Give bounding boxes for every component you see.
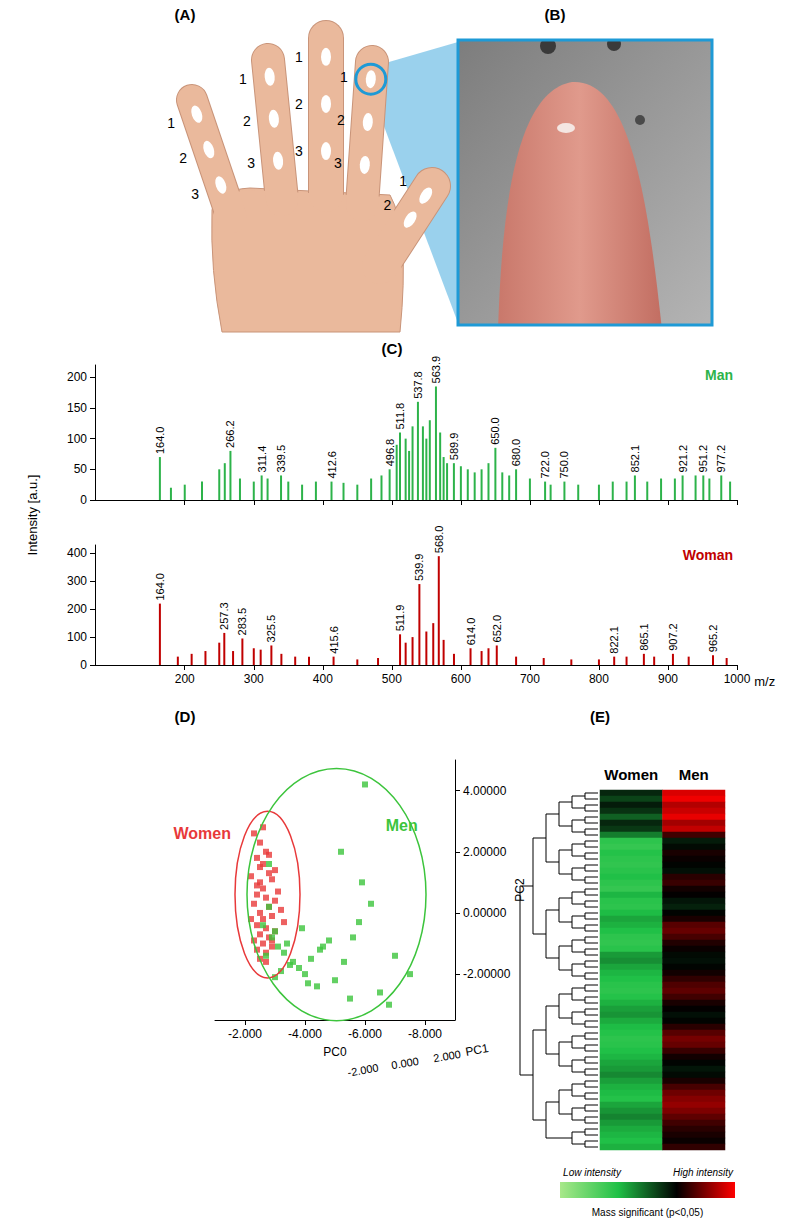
svg-text:977.2: 977.2 <box>715 445 727 473</box>
svg-text:High intensity: High intensity <box>673 1167 734 1178</box>
svg-text:100: 100 <box>67 432 87 446</box>
svg-text:266.2: 266.2 <box>224 420 236 448</box>
svg-text:3: 3 <box>191 186 199 202</box>
svg-text:2: 2 <box>243 113 251 129</box>
svg-text:2.000: 2.000 <box>432 1048 461 1064</box>
svg-text:(E): (E) <box>590 708 610 725</box>
svg-text:Low intensity: Low intensity <box>563 1167 622 1178</box>
svg-text:907.2: 907.2 <box>667 623 679 651</box>
svg-text:563.9: 563.9 <box>430 356 442 384</box>
svg-text:(B): (B) <box>545 6 566 23</box>
svg-text:650.0: 650.0 <box>489 417 501 445</box>
svg-text:200: 200 <box>67 602 87 616</box>
svg-text:-2.000: -2.000 <box>347 1061 380 1078</box>
svg-text:951.2: 951.2 <box>697 445 709 473</box>
svg-text:50: 50 <box>74 462 88 476</box>
svg-text:2.00000: 2.00000 <box>463 845 507 859</box>
svg-text:(A): (A) <box>175 6 196 23</box>
svg-text:PC1: PC1 <box>464 1041 490 1059</box>
svg-text:200: 200 <box>67 370 87 384</box>
svg-text:0: 0 <box>80 493 87 507</box>
svg-text:921.2: 921.2 <box>677 445 689 473</box>
svg-text:100: 100 <box>67 630 87 644</box>
svg-text:4.00000: 4.00000 <box>463 784 507 798</box>
svg-text:500: 500 <box>382 672 402 686</box>
svg-text:Man: Man <box>705 367 733 383</box>
svg-text:3: 3 <box>295 143 303 159</box>
svg-text:PC2: PC2 <box>513 878 527 902</box>
svg-text:800: 800 <box>589 672 609 686</box>
svg-text:852.1: 852.1 <box>629 445 641 473</box>
svg-text:412.6: 412.6 <box>326 451 338 479</box>
svg-text:339.5: 339.5 <box>275 445 287 473</box>
svg-text:537.8: 537.8 <box>412 371 424 399</box>
svg-text:325.5: 325.5 <box>265 615 277 643</box>
svg-text:700: 700 <box>520 672 540 686</box>
svg-text:-2.00000: -2.00000 <box>463 967 511 981</box>
svg-text:300: 300 <box>67 574 87 588</box>
svg-text:750.0: 750.0 <box>558 451 570 479</box>
svg-text:822.1: 822.1 <box>608 626 620 654</box>
svg-text:614.0: 614.0 <box>465 618 477 646</box>
svg-text:1: 1 <box>295 49 303 65</box>
svg-text:511.8: 511.8 <box>394 403 406 430</box>
svg-text:Intensity [a.u.]: Intensity [a.u.] <box>25 475 40 556</box>
svg-text:311.4: 311.4 <box>256 446 268 473</box>
svg-text:589.9: 589.9 <box>448 433 460 461</box>
svg-text:900: 900 <box>658 672 678 686</box>
svg-text:m/z: m/z <box>754 674 775 689</box>
svg-text:568.0: 568.0 <box>433 526 445 554</box>
svg-text:2: 2 <box>179 150 187 166</box>
svg-text:600: 600 <box>451 672 471 686</box>
svg-text:164.0: 164.0 <box>154 573 166 601</box>
svg-text:-6.000: -6.000 <box>348 1027 382 1041</box>
svg-text:Mass significant (p<0,05): Mass significant (p<0,05) <box>592 1207 703 1218</box>
svg-text:511.9: 511.9 <box>394 605 406 632</box>
svg-text:Men: Men <box>386 817 418 834</box>
svg-text:0.00000: 0.00000 <box>463 906 507 920</box>
svg-text:415.6: 415.6 <box>328 626 340 654</box>
svg-text:(C): (C) <box>382 340 403 357</box>
svg-text:2: 2 <box>295 96 303 112</box>
svg-text:1: 1 <box>340 69 348 85</box>
svg-text:-8.000: -8.000 <box>408 1027 442 1041</box>
svg-text:1: 1 <box>167 115 175 131</box>
svg-text:283.5: 283.5 <box>236 608 248 636</box>
svg-text:0.000: 0.000 <box>390 1055 419 1071</box>
svg-text:539.9: 539.9 <box>413 554 425 582</box>
svg-text:1: 1 <box>399 173 407 189</box>
svg-text:400: 400 <box>67 546 87 560</box>
svg-text:Woman: Woman <box>683 547 733 563</box>
svg-text:0: 0 <box>80 658 87 672</box>
svg-text:-2.000: -2.000 <box>228 1027 262 1041</box>
svg-text:300: 300 <box>244 672 264 686</box>
svg-text:3: 3 <box>334 155 342 171</box>
svg-text:865.1: 865.1 <box>638 623 650 651</box>
svg-text:-4.000: -4.000 <box>288 1027 322 1041</box>
svg-text:PC0: PC0 <box>323 1045 347 1059</box>
svg-text:496.8: 496.8 <box>384 439 396 467</box>
svg-text:Women: Women <box>174 825 231 842</box>
svg-text:200: 200 <box>175 672 195 686</box>
svg-text:2: 2 <box>384 197 392 213</box>
svg-text:150: 150 <box>67 401 87 415</box>
svg-text:(D): (D) <box>175 708 196 725</box>
svg-text:2: 2 <box>337 112 345 128</box>
svg-text:1: 1 <box>239 71 247 87</box>
svg-text:257.3: 257.3 <box>218 602 230 630</box>
svg-text:164.0: 164.0 <box>154 427 166 455</box>
svg-text:3: 3 <box>247 155 255 171</box>
svg-text:400: 400 <box>313 672 333 686</box>
svg-text:680.0: 680.0 <box>510 439 522 467</box>
svg-text:Women: Women <box>604 766 658 783</box>
svg-text:Men: Men <box>679 766 709 783</box>
svg-text:722.0: 722.0 <box>539 451 551 479</box>
svg-text:1000: 1000 <box>724 672 751 686</box>
svg-text:965.2: 965.2 <box>707 625 719 653</box>
svg-text:652.0: 652.0 <box>491 615 503 643</box>
